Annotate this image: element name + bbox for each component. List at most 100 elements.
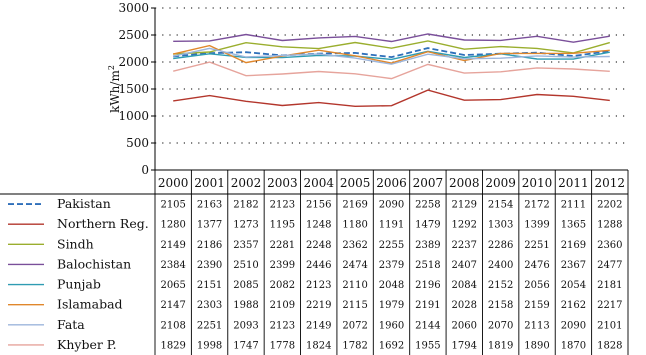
data-cell: 1248	[306, 220, 331, 231]
y-axis-label-superscript: 2	[107, 65, 116, 70]
data-cell: 1303	[488, 220, 513, 231]
data-cell: 2281	[270, 240, 295, 251]
data-cell: 2217	[597, 300, 622, 311]
series-name: Khyber P.	[57, 337, 117, 352]
x-tick-label: 2008	[449, 176, 480, 190]
data-cell: 2054	[561, 280, 586, 291]
data-cell: 2163	[197, 200, 222, 211]
x-tick-label: 2009	[485, 176, 516, 190]
data-cell: 1365	[561, 220, 586, 231]
data-cell: 2182	[233, 200, 258, 211]
series-name: Islamabad	[57, 297, 123, 312]
data-cell: 2152	[488, 280, 513, 291]
data-cell: 1979	[379, 300, 404, 311]
x-tick-label: 2006	[376, 176, 407, 190]
data-cell: 2400	[488, 260, 513, 271]
y-tick-label: 1500	[118, 82, 149, 96]
data-cell: 2446	[306, 260, 331, 271]
data-cell: 2251	[524, 240, 549, 251]
axis-layer: 0 500 1000 1500 2000 2500 3000 kWh/m2	[107, 1, 628, 177]
data-cell: 2379	[379, 260, 404, 271]
data-cell: 2258	[415, 200, 440, 211]
data-cell: 2357	[233, 240, 258, 251]
x-tick-label: 2010	[522, 176, 553, 190]
data-cell: 2123	[270, 200, 295, 211]
series-line	[173, 47, 610, 59]
data-cell: 2474	[342, 260, 367, 271]
data-cell: 2181	[597, 280, 622, 291]
data-cell: 2191	[415, 300, 440, 311]
series-name: Punjab	[57, 277, 101, 292]
data-cell: 2156	[306, 200, 331, 211]
data-cell: 1692	[379, 340, 404, 351]
data-cell: 2159	[524, 300, 549, 311]
series-name: Northern Reg.	[57, 216, 149, 231]
y-tick-label: 500	[126, 136, 149, 150]
series-line	[173, 40, 610, 55]
data-cell: 2237	[452, 240, 477, 251]
data-cell: 1180	[342, 220, 367, 231]
data-cell: 2070	[488, 320, 513, 331]
x-tick-label: 2002	[231, 176, 262, 190]
x-tick-label: 2012	[595, 176, 626, 190]
data-cell: 1794	[452, 340, 477, 351]
data-cell: 1479	[415, 220, 440, 231]
x-tick-label: 2011	[558, 176, 589, 190]
data-cell: 1782	[342, 340, 367, 351]
data-cell: 2407	[452, 260, 477, 271]
data-cell: 2082	[270, 280, 295, 291]
data-cell: 2129	[452, 200, 477, 211]
y-tick-label: 2500	[118, 28, 149, 42]
y-tick-label: 2000	[118, 55, 149, 69]
x-tick-label: 2004	[303, 176, 334, 190]
series-name: Fata	[57, 317, 85, 332]
data-cell: 2286	[488, 240, 513, 251]
data-cell: 2111	[561, 200, 586, 211]
data-cell: 2123	[306, 280, 331, 291]
data-cell: 2109	[270, 300, 295, 311]
data-cell: 2158	[488, 300, 513, 311]
data-cell: 2255	[379, 240, 404, 251]
data-cell: 1998	[197, 340, 222, 351]
data-cell: 2202	[597, 200, 622, 211]
data-cell: 1890	[524, 340, 549, 351]
data-cell: 2384	[160, 260, 185, 271]
series-layer	[173, 33, 610, 108]
data-table: 2000 2001 2002 2003 2004 2005 2006 2007 2008 2009…	[0, 170, 629, 355]
data-cell: 2219	[306, 300, 331, 311]
data-cell: 2144	[415, 320, 440, 331]
data-cell: 2389	[415, 240, 440, 251]
data-cell: 1819	[488, 340, 513, 351]
data-cell: 1828	[597, 340, 622, 351]
x-tick-label: 2007	[413, 176, 444, 190]
data-cell: 2056	[524, 280, 549, 291]
grid-layer	[155, 7, 628, 144]
data-cell: 2093	[233, 320, 258, 331]
data-cell: 2518	[415, 260, 440, 271]
series-line	[173, 33, 610, 43]
data-cell: 2113	[524, 320, 549, 331]
data-cell: 2510	[233, 260, 258, 271]
y-axis-label: kWh/m2	[107, 65, 122, 113]
data-cell: 2390	[197, 260, 222, 271]
data-cell: 2149	[306, 320, 331, 331]
data-cell: 1195	[270, 220, 295, 231]
data-cell: 1273	[233, 220, 258, 231]
data-cell: 1280	[160, 220, 185, 231]
series-line	[173, 61, 610, 80]
data-cell: 2248	[306, 240, 331, 251]
data-cell: 2169	[561, 240, 586, 251]
y-tick-label: 0	[141, 163, 149, 177]
data-cell: 1191	[379, 220, 404, 231]
data-cell: 2060	[452, 320, 477, 331]
data-cell: 2151	[197, 280, 222, 291]
data-cell: 2108	[160, 320, 185, 331]
x-tick-label: 2001	[194, 176, 225, 190]
series-name: Pakistan	[57, 196, 111, 211]
data-cell: 2149	[160, 240, 185, 251]
series-name: Sindh	[57, 236, 94, 251]
data-cell: 2101	[597, 320, 622, 331]
data-cell: 2123	[270, 320, 295, 331]
data-cell: 1778	[270, 340, 295, 351]
